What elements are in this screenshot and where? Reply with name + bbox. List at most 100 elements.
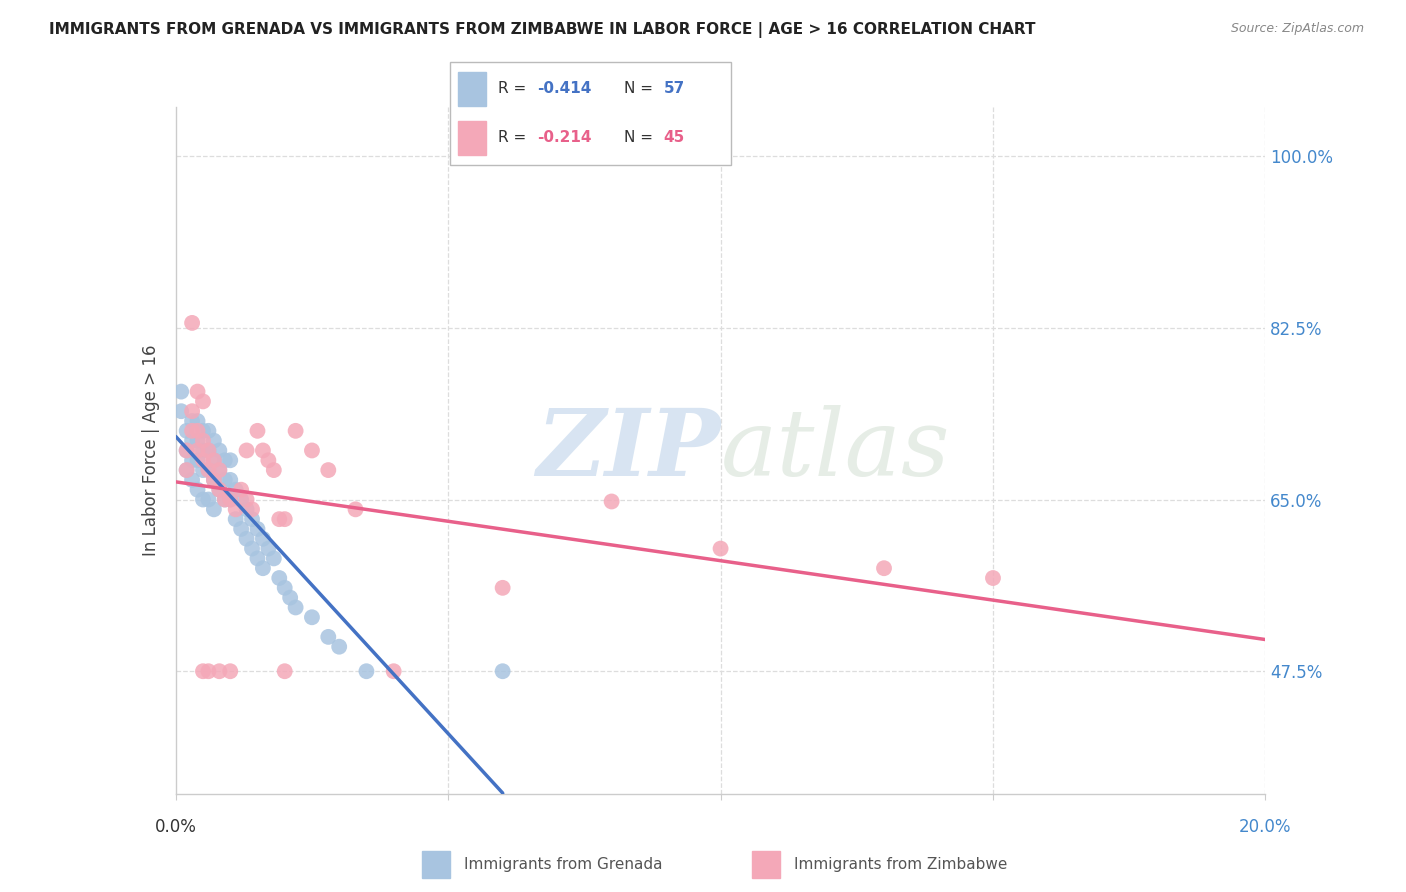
Point bbox=[181, 424, 204, 438]
Point bbox=[191, 453, 214, 467]
Point bbox=[170, 404, 193, 418]
Point bbox=[344, 502, 367, 516]
Point bbox=[274, 664, 297, 679]
Point bbox=[214, 492, 236, 507]
Point bbox=[181, 453, 204, 467]
Point bbox=[235, 502, 257, 516]
Point bbox=[231, 522, 253, 536]
Point bbox=[186, 414, 209, 428]
Point bbox=[208, 483, 231, 497]
Point bbox=[246, 424, 269, 438]
Point bbox=[197, 463, 219, 477]
Text: 20.0%: 20.0% bbox=[1239, 819, 1292, 837]
Point bbox=[873, 561, 896, 575]
Point bbox=[191, 664, 214, 679]
Point bbox=[274, 581, 297, 595]
Point bbox=[170, 384, 193, 399]
Point bbox=[176, 443, 198, 458]
Point bbox=[710, 541, 733, 556]
Point bbox=[191, 463, 214, 477]
Text: -0.214: -0.214 bbox=[537, 130, 592, 145]
Point bbox=[197, 664, 219, 679]
Point bbox=[191, 434, 214, 448]
Point bbox=[252, 561, 274, 575]
Point bbox=[263, 463, 285, 477]
Point bbox=[208, 483, 231, 497]
Point bbox=[176, 443, 198, 458]
Point bbox=[600, 494, 623, 508]
Point bbox=[225, 512, 247, 526]
Text: 57: 57 bbox=[664, 81, 685, 96]
Point bbox=[219, 453, 242, 467]
Point bbox=[301, 610, 323, 624]
Point bbox=[328, 640, 350, 654]
Point bbox=[208, 463, 231, 477]
Point bbox=[191, 443, 214, 458]
Point bbox=[382, 664, 405, 679]
Point bbox=[219, 492, 242, 507]
Point bbox=[186, 453, 209, 467]
Bar bbox=[458, 71, 486, 105]
Text: R =: R = bbox=[498, 130, 531, 145]
Text: Immigrants from Grenada: Immigrants from Grenada bbox=[464, 857, 662, 871]
Point bbox=[219, 664, 242, 679]
Text: Source: ZipAtlas.com: Source: ZipAtlas.com bbox=[1230, 22, 1364, 36]
Point bbox=[318, 463, 340, 477]
Point bbox=[181, 316, 204, 330]
Point bbox=[197, 492, 219, 507]
Point bbox=[225, 502, 247, 516]
Point bbox=[191, 394, 214, 409]
Text: R =: R = bbox=[498, 81, 531, 96]
Point bbox=[225, 483, 247, 497]
Point bbox=[318, 630, 340, 644]
Point bbox=[186, 443, 209, 458]
Point bbox=[202, 502, 225, 516]
Point bbox=[208, 443, 231, 458]
Point bbox=[186, 424, 209, 438]
Point bbox=[252, 443, 274, 458]
Point bbox=[214, 492, 236, 507]
Point bbox=[252, 532, 274, 546]
Point bbox=[257, 541, 280, 556]
Point bbox=[246, 551, 269, 566]
Point bbox=[176, 463, 198, 477]
Point bbox=[356, 664, 378, 679]
Bar bbox=[458, 121, 486, 155]
Point bbox=[263, 551, 285, 566]
Point bbox=[197, 443, 219, 458]
Text: ZIP: ZIP bbox=[536, 406, 721, 495]
Point bbox=[191, 424, 214, 438]
Y-axis label: In Labor Force | Age > 16: In Labor Force | Age > 16 bbox=[142, 344, 160, 557]
Point bbox=[214, 453, 236, 467]
Point bbox=[240, 502, 263, 516]
Point bbox=[240, 541, 263, 556]
Point bbox=[981, 571, 1004, 585]
Point bbox=[274, 512, 297, 526]
Point bbox=[278, 591, 301, 605]
Point bbox=[186, 483, 209, 497]
Point bbox=[181, 434, 204, 448]
Point bbox=[240, 512, 263, 526]
Point bbox=[235, 532, 257, 546]
Point bbox=[269, 571, 291, 585]
Text: N =: N = bbox=[624, 81, 658, 96]
Text: N =: N = bbox=[624, 130, 658, 145]
Point bbox=[231, 492, 253, 507]
Point bbox=[197, 443, 219, 458]
Point bbox=[202, 434, 225, 448]
Point bbox=[214, 473, 236, 487]
Point bbox=[197, 463, 219, 477]
Point bbox=[186, 384, 209, 399]
Text: -0.414: -0.414 bbox=[537, 81, 592, 96]
Point bbox=[219, 492, 242, 507]
Text: 0.0%: 0.0% bbox=[155, 819, 197, 837]
Point bbox=[492, 664, 515, 679]
Point bbox=[284, 424, 307, 438]
Point bbox=[181, 414, 204, 428]
Text: IMMIGRANTS FROM GRENADA VS IMMIGRANTS FROM ZIMBABWE IN LABOR FORCE | AGE > 16 CO: IMMIGRANTS FROM GRENADA VS IMMIGRANTS FR… bbox=[49, 22, 1036, 38]
Point bbox=[492, 581, 515, 595]
Point bbox=[235, 492, 257, 507]
Point bbox=[246, 522, 269, 536]
Point bbox=[208, 664, 231, 679]
Point bbox=[202, 453, 225, 467]
